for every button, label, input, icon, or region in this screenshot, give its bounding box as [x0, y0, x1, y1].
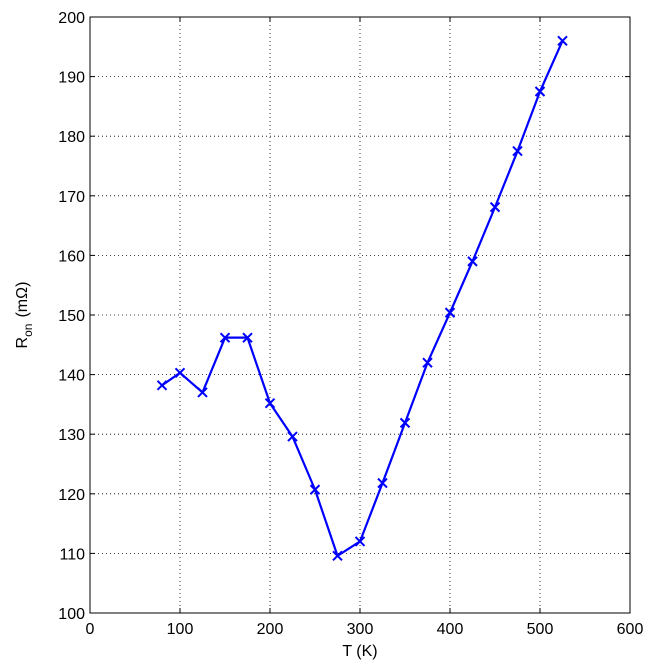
data-point-marker: [287, 431, 298, 442]
data-point-marker: [467, 256, 478, 267]
y-tick-label: 110: [59, 546, 85, 563]
x-tick-label: 500: [527, 621, 554, 638]
x-tick-label: 400: [437, 621, 464, 638]
y-tick-label: 190: [58, 70, 85, 87]
y-tick-label: 120: [58, 487, 85, 504]
y-tick-label: 100: [58, 606, 85, 623]
data-point-marker: [332, 550, 343, 561]
axis-ticks: 0 100 200 300 400 500 600100110120130140150160…: [58, 10, 643, 638]
data-series: [156, 35, 568, 561]
x-tick-label: 200: [257, 621, 284, 638]
data-point-marker: [219, 332, 231, 343]
data-point-marker: [534, 86, 546, 97]
data-point-marker: [156, 380, 168, 391]
y-axis-label-subscript: on: [21, 324, 35, 337]
y-axis-label: Ron (mΩ): [14, 282, 35, 349]
y-tick-label: 150: [58, 308, 85, 325]
x-tick-label: 600: [617, 621, 644, 638]
data-point-marker: [309, 484, 321, 495]
data-point-marker: [174, 367, 186, 379]
series-line: [161, 40, 564, 557]
data-point-marker: [264, 398, 276, 409]
data-point-marker: [422, 357, 433, 368]
y-tick-label: 130: [58, 427, 85, 444]
data-point-marker: [197, 387, 208, 398]
y-axis-label-unit: (mΩ): [14, 282, 31, 318]
data-point-marker: [512, 145, 523, 157]
y-tick-label: 200: [58, 10, 85, 27]
x-tick-label: 300: [347, 621, 374, 638]
data-point-marker: [489, 201, 501, 213]
data-point-marker: [377, 477, 388, 489]
data-point-marker: [557, 35, 568, 47]
data-point-marker: [444, 307, 456, 318]
y-tick-label: 140: [58, 368, 85, 385]
x-axis-label: T (K): [342, 643, 377, 660]
x-tick-label: 0: [86, 621, 95, 638]
data-point-marker: [242, 332, 253, 343]
data-point-marker: [399, 417, 411, 429]
x-tick-label: 100: [167, 621, 194, 638]
y-tick-label: 170: [58, 189, 85, 206]
data-point-marker: [354, 536, 366, 547]
y-axis-label-main: R: [14, 337, 31, 349]
grid: [90, 17, 630, 613]
y-tick-label: 160: [58, 248, 85, 265]
y-tick-label: 180: [58, 129, 85, 146]
